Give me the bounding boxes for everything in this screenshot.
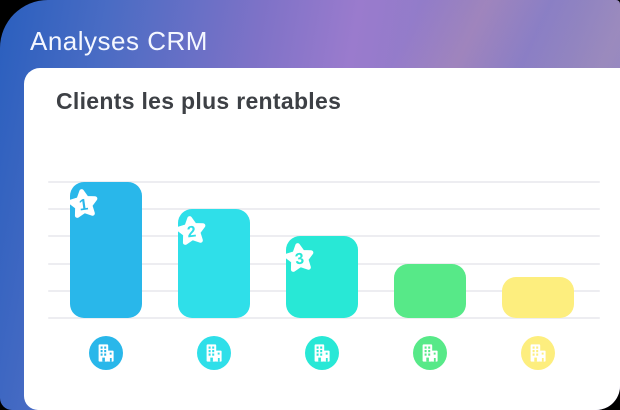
header-bar: Analyses CRM bbox=[0, 0, 620, 68]
card-title: Clients les plus rentables bbox=[56, 88, 342, 114]
chart-bar-client-3: 3 bbox=[284, 236, 358, 318]
chart-gridline bbox=[48, 208, 600, 211]
client-avatar-client-2 bbox=[197, 336, 231, 370]
building-icon bbox=[206, 344, 222, 362]
chart-gridline bbox=[48, 317, 600, 319]
bar-chart: 1 2 3 bbox=[48, 181, 600, 370]
chart-bar-client-1: 1 bbox=[68, 182, 142, 318]
building-icon bbox=[98, 344, 114, 362]
building-icon bbox=[314, 344, 330, 362]
star-badge-icon: 1 bbox=[65, 186, 102, 223]
svg-text:3: 3 bbox=[294, 251, 305, 269]
client-avatar-client-5 bbox=[521, 336, 555, 370]
page-title: Analyses CRM bbox=[30, 26, 208, 56]
analytics-card: Clients les plus rentables 1 2 3 bbox=[24, 68, 620, 410]
chart-gridline bbox=[48, 181, 600, 183]
building-icon bbox=[422, 344, 438, 362]
chart-bar-client-2: 2 bbox=[176, 209, 250, 318]
svg-text:1: 1 bbox=[78, 196, 89, 214]
client-avatar-client-3 bbox=[305, 336, 339, 370]
chart-bar-client-4 bbox=[394, 263, 466, 318]
star-badge-icon: 3 bbox=[281, 240, 318, 277]
chart-bar-client-5 bbox=[502, 277, 574, 318]
svg-text:2: 2 bbox=[186, 224, 197, 242]
star-badge-icon: 2 bbox=[173, 213, 210, 250]
client-avatar-client-1 bbox=[89, 336, 123, 370]
building-icon bbox=[530, 344, 546, 362]
client-avatar-client-4 bbox=[413, 336, 447, 370]
